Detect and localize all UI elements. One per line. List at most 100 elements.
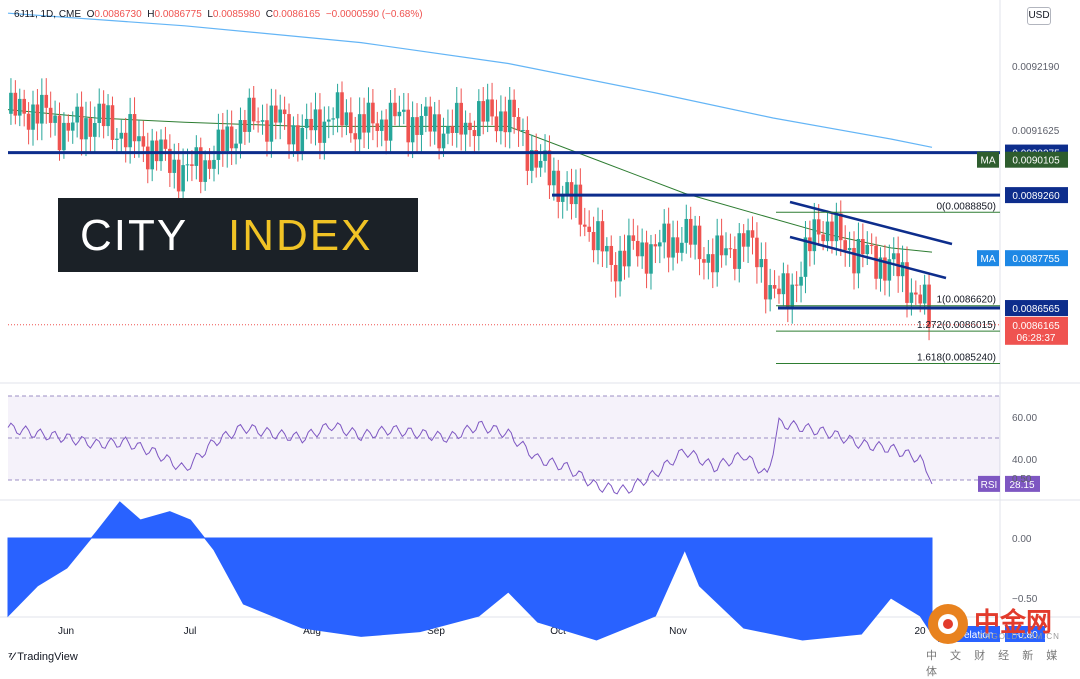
- candle-body: [865, 244, 870, 255]
- level-label: 0.0089260: [1012, 191, 1060, 202]
- candle-body: [538, 160, 543, 168]
- candle-body: [44, 94, 49, 108]
- candle-body: [454, 102, 459, 133]
- open-value: 0.0086730: [94, 9, 142, 20]
- candle-body: [181, 165, 185, 192]
- candle-body: [560, 194, 565, 202]
- city-index-logo: CITY INDEX: [58, 198, 418, 272]
- last-price-tag: [1005, 316, 1068, 345]
- candle-body: [750, 230, 755, 238]
- candle-body: [556, 170, 561, 202]
- candle-body: [684, 218, 689, 243]
- candle-body: [662, 223, 667, 243]
- candle-body: [658, 242, 662, 247]
- candle-body: [891, 253, 896, 260]
- candle-body: [874, 245, 878, 279]
- candle-body: [340, 92, 344, 126]
- candle-body: [256, 121, 260, 123]
- candle-body: [499, 111, 503, 132]
- rsi-value-tag: [1005, 475, 1040, 492]
- candle-body: [296, 125, 300, 152]
- candle-body: [900, 262, 905, 277]
- rsi-tick-label: 60.00: [1012, 413, 1037, 424]
- candle-body: [88, 118, 93, 137]
- close-value: 0.0086165: [272, 9, 321, 20]
- candle-body: [578, 184, 583, 225]
- candle-body: [627, 235, 631, 267]
- last-price-label: 0.0086165: [1012, 321, 1060, 332]
- x-tick-label: Aug: [303, 626, 321, 637]
- candle-body: [552, 170, 556, 186]
- candle-body: [675, 237, 680, 253]
- candle-body: [680, 242, 684, 253]
- candle-body: [596, 221, 600, 251]
- candle-body: [123, 132, 128, 148]
- candle-body: [534, 150, 539, 168]
- candle-body: [777, 288, 781, 295]
- candle-body: [150, 140, 154, 170]
- currency-button[interactable]: USD: [1027, 7, 1051, 25]
- watermark-sub: 中 文 财 经 新 媒 体: [926, 650, 1063, 678]
- candle-body: [446, 126, 450, 134]
- candle-body: [719, 235, 724, 256]
- candle-body: [13, 92, 18, 116]
- watermark-en: CNGOLD.COM.CN: [978, 632, 1060, 641]
- candle-body: [613, 264, 618, 282]
- candle-body: [525, 129, 530, 171]
- candle-body: [693, 225, 697, 245]
- candle-body: [229, 126, 234, 149]
- candle-body: [300, 127, 305, 152]
- candle-body: [216, 129, 221, 160]
- corr-value-tag: [1005, 626, 1045, 642]
- candle-body: [269, 105, 274, 142]
- rsi-line: [7, 417, 933, 495]
- tradingview-footer[interactable]: ⁷⁄ TradingView: [8, 651, 78, 663]
- candle-body: [746, 230, 750, 247]
- corr-tag-label: Correlation: [945, 630, 994, 641]
- rsi-tick-label: 40.00: [1012, 455, 1037, 466]
- candle-body: [159, 139, 163, 162]
- candle-body: [393, 102, 397, 117]
- candle-body: [353, 133, 358, 140]
- candle-body: [132, 114, 137, 142]
- low-value: 0.0085980: [212, 9, 261, 20]
- candle-body: [137, 136, 141, 142]
- candle-body: [70, 122, 75, 131]
- candle-body: [494, 116, 499, 132]
- countdown-label: 06:28:37: [1017, 333, 1056, 344]
- candle-body: [115, 138, 119, 140]
- candle-body: [816, 219, 821, 235]
- candle-body: [31, 104, 35, 130]
- candle-body: [847, 247, 852, 251]
- candle-body: [909, 292, 914, 303]
- candle-body: [84, 118, 88, 140]
- candle-body: [914, 292, 918, 295]
- fib-label: 1(0.0086620): [937, 295, 997, 306]
- candle-body: [362, 114, 366, 133]
- candle-body: [529, 150, 534, 171]
- candle-body: [424, 106, 428, 116]
- candle-body: [609, 245, 614, 265]
- candle-body: [238, 120, 243, 144]
- candle-body: [207, 160, 212, 169]
- candle-body: [763, 259, 768, 300]
- tradingview-logo-icon: ⁷⁄: [8, 651, 15, 663]
- candle-body: [62, 122, 66, 151]
- candle-body: [503, 111, 508, 133]
- candle-body: [128, 114, 132, 148]
- candle-body: [622, 250, 627, 267]
- x-tick-label: Nov: [669, 626, 687, 637]
- candle-body: [710, 254, 715, 273]
- candle-body: [190, 164, 194, 166]
- candle-body: [291, 125, 296, 145]
- candle-body: [861, 238, 865, 255]
- fib-label: 0(0.0088850): [937, 201, 997, 212]
- candle-body: [472, 130, 477, 137]
- candle-body: [265, 120, 269, 142]
- candle-body: [521, 129, 525, 131]
- candle-body: [644, 242, 649, 274]
- candle-body: [234, 143, 238, 149]
- rsi-tag: [978, 475, 1000, 492]
- candle-body: [794, 284, 799, 286]
- candle-body: [737, 233, 742, 269]
